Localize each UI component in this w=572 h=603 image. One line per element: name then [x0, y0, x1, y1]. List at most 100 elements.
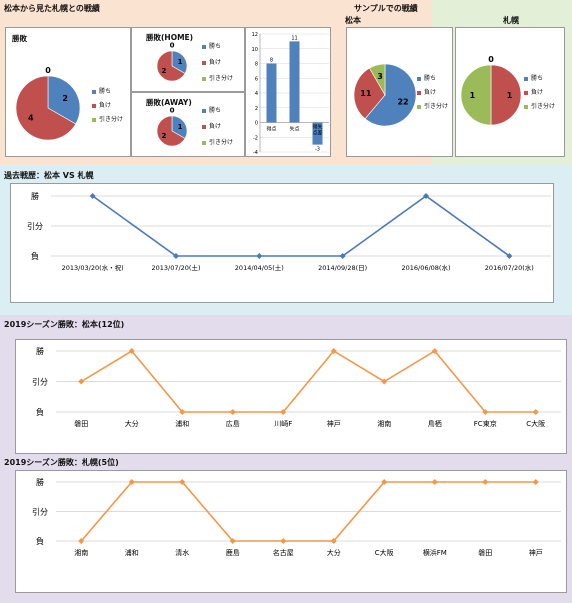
y-level-label: 引分 — [32, 378, 48, 387]
data-point — [179, 479, 186, 485]
legend-loss-label: 負け — [209, 123, 222, 130]
pie-label-win: 0 — [488, 55, 494, 64]
pie-label-win: 1 — [178, 123, 183, 131]
pie-label-loss: 4 — [28, 114, 34, 123]
sapporo-sample-pie-chart: 0 1 1 — [460, 55, 522, 126]
x-tick-label: 大分 — [327, 548, 341, 557]
bar-y-tick: 12 — [252, 32, 258, 38]
pie-slice-loss — [490, 64, 522, 126]
sample-record-title: サンプルでの戦績 — [354, 4, 418, 13]
legend-win: 勝ち — [524, 72, 555, 86]
season-matsumoto-section: 2019シーズン勝敗：松本(12位) 勝引分負磐田 大分 浦和 広島 川崎F 神戸 湘南 鳥栖… — [0, 315, 572, 460]
y-level-label: 負 — [36, 536, 44, 546]
x-tick-label: 2016/07/20(水) — [485, 263, 534, 272]
legend-draw-label: 引き分け — [424, 103, 449, 110]
x-tick-label: 2014/04/05(土) — [235, 263, 284, 272]
legend-draw: 引き分け — [202, 135, 233, 151]
bar-category-label: 失点 — [289, 126, 299, 133]
data-point — [381, 479, 388, 485]
data-point — [78, 378, 85, 385]
data-point — [532, 409, 539, 415]
data-point — [330, 538, 337, 544]
legend-draw: 引き分け — [417, 100, 448, 114]
legend-loss-label: 負け — [209, 59, 222, 66]
legend-draw: 引き分け — [202, 71, 233, 87]
x-tick-label: 2013/03/20(水・祝) — [62, 263, 124, 272]
history-chart-panel: 勝引分負 2013/03/20(水・祝) 2013/07/20(土) 2014/04/… — [10, 183, 554, 303]
home-legend: 勝ち 負け 引き分け — [202, 39, 233, 87]
pie-label-draw: 3 — [377, 72, 383, 81]
x-tick-label: C大阪 — [375, 548, 394, 557]
data-point — [256, 253, 263, 259]
season-matsumoto-title: 2019シーズン勝敗：松本(12位) — [4, 320, 125, 329]
sapporo-sample-panel: 0 1 1 勝ち 負け 引き分け — [455, 27, 565, 157]
legend-draw-label: 引き分け — [99, 116, 124, 123]
overall-record-title: 勝敗 — [12, 34, 27, 43]
legend-loss: 負け — [524, 86, 555, 100]
bar — [289, 41, 300, 123]
bar — [266, 63, 277, 123]
bar-y-tick: -2 — [253, 135, 258, 141]
x-tick-label: 浦和 — [175, 419, 189, 428]
data-point — [78, 538, 85, 544]
pie-label-win: 22 — [397, 97, 408, 106]
sapporo-sample-label: 札幌 — [503, 16, 519, 25]
legend-draw: 引き分け — [92, 113, 123, 127]
data-point — [482, 479, 489, 485]
goals-bar-panel: -4 -2 0 2 4 6 8 10 12 8 得点 11 失点 -3 得失 点差 — [245, 27, 331, 157]
bar-y-tick: 4 — [255, 91, 258, 97]
x-tick-label: 神戸 — [327, 419, 341, 428]
x-tick-label: 浦和 — [125, 548, 139, 557]
y-level-label: 勝 — [31, 191, 39, 201]
data-point — [482, 409, 489, 415]
pie-slice-win — [47, 75, 81, 125]
bar-y-tick: 10 — [252, 47, 258, 53]
legend-loss: 負け — [92, 99, 123, 113]
data-point — [89, 193, 96, 199]
legend-win-label: 勝ち — [424, 75, 437, 82]
pie-slice-draw — [460, 64, 492, 126]
home-pie-chart: 1 2 0 — [156, 41, 188, 82]
legend-draw-label: 引き分け — [209, 139, 234, 146]
data-point — [431, 479, 438, 485]
x-tick-label: 磐田 — [74, 419, 88, 428]
bar-y-tick: 2 — [255, 106, 258, 112]
overall-legend: 勝ち 負け 引き分け — [92, 85, 123, 127]
away-record-panel: 勝敗(AWAY) 1 2 0 勝ち 負け 引き分け — [131, 92, 245, 157]
pie-slice-loss — [156, 115, 186, 147]
bar-y-tick: 8 — [255, 62, 258, 68]
legend-win: 勝ち — [202, 103, 233, 119]
pie-slice-draw — [369, 63, 386, 97]
y-level-label: 引分 — [32, 508, 48, 517]
pie-label-draw: 0 — [45, 66, 51, 75]
legend-loss-label: 負け — [531, 89, 544, 96]
home-record-panel: 勝敗(HOME) 1 2 0 勝ち 負け 引き分け — [131, 27, 245, 92]
season-matsumoto-chart-panel: 勝引分負磐田 大分 浦和 広島 川崎F 神戸 湘南 鳥栖 FC東京 C大阪 — [15, 339, 567, 454]
bar-value-label: 8 — [270, 58, 273, 64]
legend-win: 勝ち — [92, 85, 123, 99]
pie-label-draw: 0 — [170, 106, 175, 114]
history-section: 過去戦歴：松本 VS 札幌 勝引分負 2013/03/20(水・祝) 2013/07… — [0, 165, 572, 315]
bar-category-label: 得点 — [266, 126, 276, 133]
y-level-label: 勝 — [36, 477, 44, 487]
pie-label-loss: 2 — [162, 132, 167, 140]
pie-slice-win — [364, 63, 417, 127]
matsumoto-sample-pie-chart: 22 11 3 — [353, 63, 417, 127]
legend-win-label: 勝ち — [209, 107, 222, 114]
pie-label-draw: 1 — [470, 91, 476, 100]
bar-category-label-cont: 点差 — [312, 130, 322, 137]
x-tick-label: C大阪 — [526, 419, 545, 428]
data-point — [506, 253, 513, 259]
x-tick-label: 広島 — [226, 419, 240, 428]
data-point — [179, 409, 186, 415]
series-line — [92, 195, 510, 257]
y-level-label: 勝 — [36, 346, 44, 356]
legend-win-label: 勝ち — [99, 88, 112, 95]
x-tick-label: 清水 — [175, 548, 189, 557]
bar-value-label: -3 — [315, 147, 320, 153]
away-legend: 勝ち 負け 引き分け — [202, 103, 233, 151]
legend-loss-label: 負け — [424, 89, 437, 96]
home-record-title: 勝敗(HOME) — [146, 33, 194, 42]
